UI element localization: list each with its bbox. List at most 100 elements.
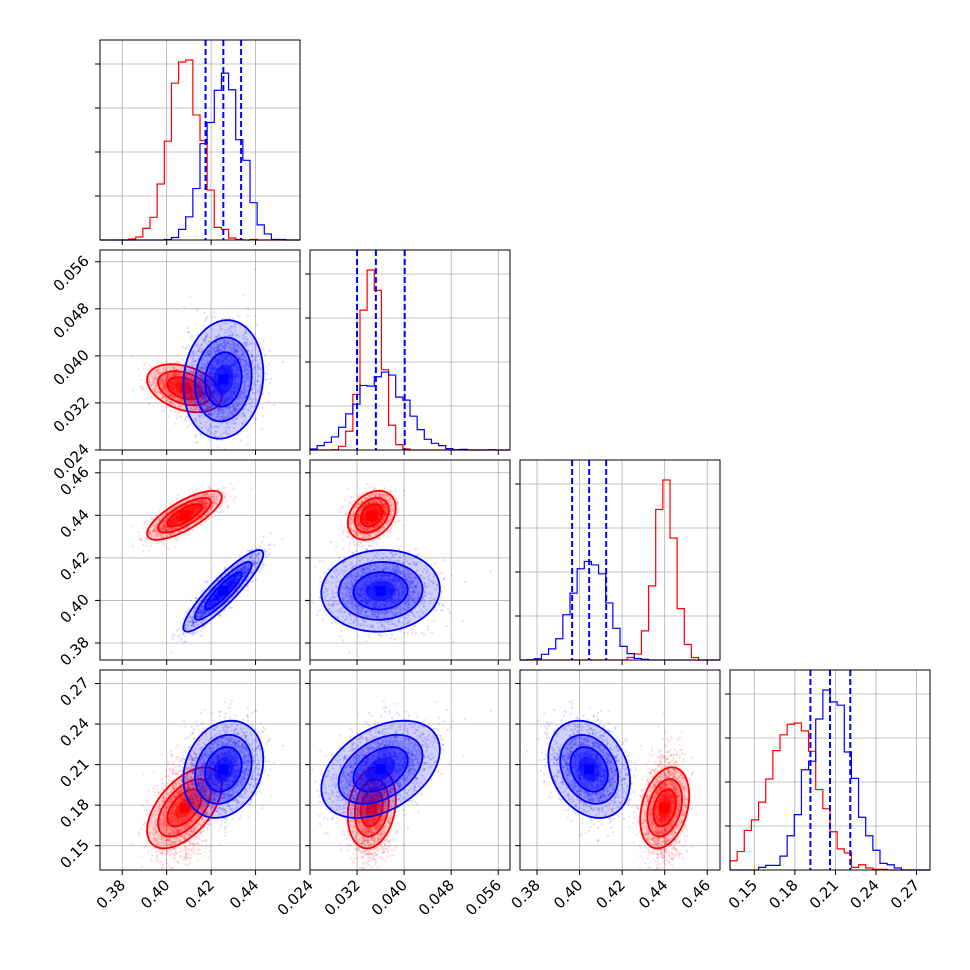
data-point — [242, 294, 245, 297]
data-point — [174, 374, 177, 378]
data-point — [170, 380, 174, 383]
panel-frame — [99, 39, 301, 241]
data-point — [196, 390, 200, 394]
data-point — [143, 520, 146, 524]
data-point — [206, 406, 209, 410]
data-point — [162, 388, 166, 391]
data-point — [172, 394, 175, 398]
data-point — [216, 451, 218, 453]
data-point — [172, 367, 175, 371]
data-point — [173, 373, 176, 376]
data-point — [176, 393, 180, 396]
data-point — [208, 383, 211, 387]
data-point — [190, 395, 194, 398]
data-point — [173, 366, 176, 370]
data-point — [187, 344, 190, 348]
data-point — [197, 381, 201, 385]
data-point — [190, 334, 193, 338]
data-point — [198, 392, 201, 395]
data-point — [201, 396, 204, 400]
data-point — [160, 377, 163, 381]
data-point — [176, 374, 180, 377]
data-point — [182, 305, 186, 309]
data-point — [246, 307, 250, 311]
data-point — [173, 381, 176, 384]
data-point — [172, 386, 175, 389]
data-point — [155, 369, 158, 373]
gridlines — [100, 460, 300, 660]
data-point — [169, 374, 172, 377]
data-point — [202, 392, 206, 395]
data-point — [204, 394, 208, 398]
data-point — [197, 381, 200, 384]
data-point — [190, 395, 193, 398]
data-point — [209, 404, 212, 408]
histogram-panel-p4 — [725, 669, 931, 875]
data-point — [168, 394, 172, 398]
data-point — [201, 396, 204, 399]
data-point — [202, 395, 205, 399]
data-point — [179, 366, 183, 369]
data-point — [153, 375, 157, 379]
data-point — [153, 387, 157, 390]
data-point — [171, 366, 175, 369]
data-point — [184, 374, 188, 378]
data-point — [162, 384, 165, 387]
data-point — [191, 394, 195, 397]
data-point — [186, 425, 189, 429]
data-point — [176, 354, 180, 358]
data-point — [159, 379, 163, 382]
data-point — [167, 547, 170, 550]
data-point — [199, 433, 202, 437]
data-point — [191, 400, 194, 403]
data-point — [179, 380, 182, 383]
data-point — [172, 389, 176, 392]
data-point — [147, 368, 150, 372]
data-point — [176, 379, 179, 383]
data-point — [142, 544, 145, 547]
data-point — [167, 390, 170, 393]
scatter-panel-p1-p2 — [95, 249, 301, 455]
data-point — [180, 392, 183, 396]
data-point — [191, 393, 195, 396]
data-point — [175, 372, 178, 375]
data-point — [173, 388, 177, 391]
gridlines — [310, 250, 510, 450]
data-point — [164, 368, 167, 372]
data-point — [179, 393, 183, 397]
data-point — [175, 392, 179, 395]
scatter-panel-p1-p3 — [95, 459, 301, 665]
data-point — [180, 367, 183, 370]
data-point — [226, 406, 230, 409]
data-point — [189, 295, 192, 298]
data-point — [171, 388, 175, 392]
data-point — [265, 378, 268, 381]
data-point — [186, 400, 190, 404]
data-point — [190, 377, 194, 380]
histogram-B — [100, 72, 300, 241]
data-point — [147, 402, 151, 406]
data-point — [186, 379, 190, 383]
data-point — [144, 381, 147, 384]
data-point — [175, 360, 179, 364]
data-point — [170, 384, 174, 388]
data-point — [149, 385, 153, 388]
data-point — [170, 382, 173, 385]
data-point — [225, 499, 228, 503]
data-point — [174, 372, 178, 376]
data-point — [155, 384, 158, 387]
data-point — [272, 403, 276, 407]
data-point — [168, 385, 172, 388]
data-point — [170, 387, 173, 390]
data-point — [179, 398, 183, 402]
data-point — [173, 388, 177, 391]
data-point — [163, 382, 166, 386]
data-point — [205, 317, 208, 321]
data-point — [224, 486, 227, 490]
data-point — [281, 361, 284, 364]
data-point — [176, 378, 179, 382]
data-point — [200, 395, 203, 399]
data-point — [208, 383, 211, 386]
data-point — [179, 378, 182, 382]
